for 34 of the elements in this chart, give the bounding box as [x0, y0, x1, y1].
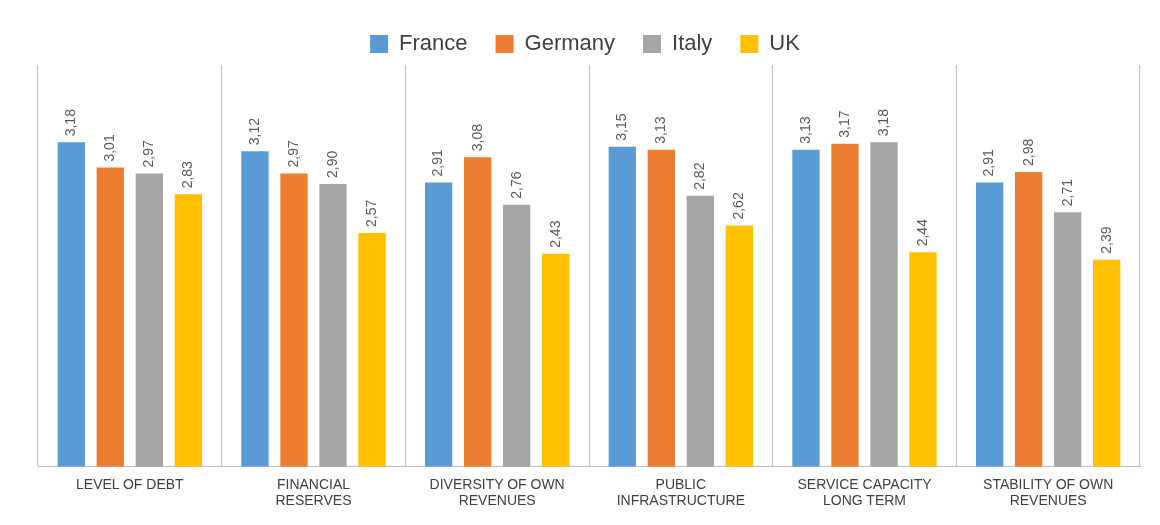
data-label: 3,13	[796, 116, 813, 144]
data-label: 3,08	[468, 123, 485, 152]
data-label: 3,17	[835, 110, 852, 138]
data-label: 2,82	[691, 162, 708, 190]
data-label: 2,44	[913, 218, 930, 247]
x-tick-label: SERVICE CAPACITY LONG TERM	[797, 475, 933, 509]
data-label: 2,57	[362, 199, 379, 227]
data-label: 2,98	[1019, 138, 1036, 167]
legend-label: France	[399, 30, 468, 56]
x-tick-label: LEVEL OF DEBT	[76, 475, 185, 492]
legend-label: Germany	[524, 30, 616, 56]
data-label: 2,76	[507, 171, 524, 199]
data-label: 3,01	[101, 134, 118, 162]
data-label: 2,83	[179, 160, 196, 189]
x-tick-label: FINANCIAL RESERVES	[275, 475, 352, 509]
data-label: 2,62	[730, 192, 747, 220]
x-tick-label: PUBLIC INFRASTRUCTURE	[616, 475, 746, 509]
data-label: 2,39	[1097, 226, 1114, 254]
data-label: 2,91	[429, 148, 446, 177]
data-label: 2,90	[323, 150, 340, 178]
legend-label: Italy	[672, 30, 713, 56]
x-tick-label: DIVERSITY OF OWN REVENUES	[429, 475, 565, 509]
legend-label: UK	[769, 30, 801, 56]
data-label: 2,91	[980, 148, 997, 177]
data-label: 2,43	[546, 220, 563, 248]
data-label: 2,71	[1058, 178, 1075, 207]
data-label: 3,18	[62, 108, 79, 137]
data-label: 3,15	[613, 113, 630, 141]
data-label: 3,18	[874, 108, 891, 137]
data-label: 2,97	[140, 140, 157, 168]
data-label: 3,13	[652, 116, 669, 144]
data-label: 2,97	[284, 140, 301, 168]
x-tick-label: STABILITY OF OWN REVENUES	[983, 475, 1114, 509]
data-label: 3,12	[245, 117, 262, 146]
